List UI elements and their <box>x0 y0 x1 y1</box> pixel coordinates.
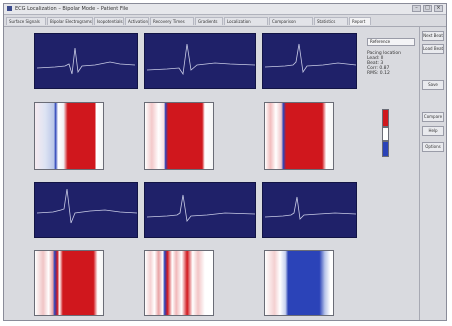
info-panel: Pacing location Lead: II Beat: 3 Corr: 0… <box>367 51 415 76</box>
tab-surface-signals[interactable]: Surface Signals <box>6 17 46 25</box>
reference-dropdown[interactable]: Reference <box>367 38 415 46</box>
legend-blue-swatch <box>382 141 389 157</box>
app-logo-icon <box>7 6 12 11</box>
tab-bipolar-electrograms[interactable]: Bipolar Electrograms <box>47 17 93 25</box>
tab-localization[interactable]: Localization <box>224 17 268 25</box>
help-button[interactable]: Help <box>422 126 444 136</box>
info-line: Corr: 0.87 <box>367 66 390 71</box>
ecg-panel <box>34 182 138 238</box>
compare-button[interactable]: Compare <box>422 112 444 122</box>
ecg-panel <box>262 182 357 238</box>
tab-activation[interactable]: Activation <box>125 17 149 25</box>
tab-bar: Surface Signals Bipolar Electrograms Iso… <box>4 15 446 27</box>
heatmap-panel <box>34 102 104 170</box>
tab-report[interactable]: Report <box>349 17 371 25</box>
heatmap-panel <box>144 250 214 316</box>
tab-recovery-times[interactable]: Recovery Times <box>150 17 194 25</box>
legend-red-swatch <box>382 109 389 127</box>
next-beat-button[interactable]: Next Beat <box>422 31 444 41</box>
ecg-panel <box>34 33 138 89</box>
tab-comparison[interactable]: Comparison <box>269 17 313 25</box>
application-window: ECG Localization – Bipolar Mode – Patien… <box>3 3 447 321</box>
info-line: Lead: II <box>367 56 384 61</box>
info-line: RMS: 0.12 <box>367 71 390 76</box>
close-button[interactable]: × <box>434 5 443 12</box>
options-button[interactable]: Options <box>422 142 444 152</box>
heatmap-panel <box>144 102 214 170</box>
window-title: ECG Localization – Bipolar Mode – Patien… <box>15 6 129 12</box>
ecg-panel <box>144 33 256 89</box>
ecg-panel <box>262 33 357 89</box>
tab-gradients[interactable]: Gradients <box>195 17 223 25</box>
heatmap-panel <box>264 250 334 316</box>
heatmap-panel <box>34 250 104 316</box>
heatmap-panel <box>264 102 334 170</box>
tab-statistics[interactable]: Statistics <box>314 17 348 25</box>
maximize-button[interactable]: □ <box>423 5 432 12</box>
tab-isopotentials[interactable]: Isopotentials <box>94 17 124 25</box>
ecg-panel <box>144 182 256 238</box>
title-bar: ECG Localization – Bipolar Mode – Patien… <box>4 4 446 15</box>
save-button[interactable]: Save <box>422 80 444 90</box>
main-content: Reference Pacing location Lead: II Beat:… <box>4 27 419 320</box>
right-sidebar: Next Beat Load Beats Save Compare Help O… <box>419 26 446 320</box>
info-line: Pacing location <box>367 51 401 56</box>
minimize-button[interactable]: – <box>412 5 421 12</box>
legend-white-swatch <box>382 127 389 141</box>
load-beats-button[interactable]: Load Beats <box>422 44 444 54</box>
info-line: Beat: 3 <box>367 61 384 66</box>
